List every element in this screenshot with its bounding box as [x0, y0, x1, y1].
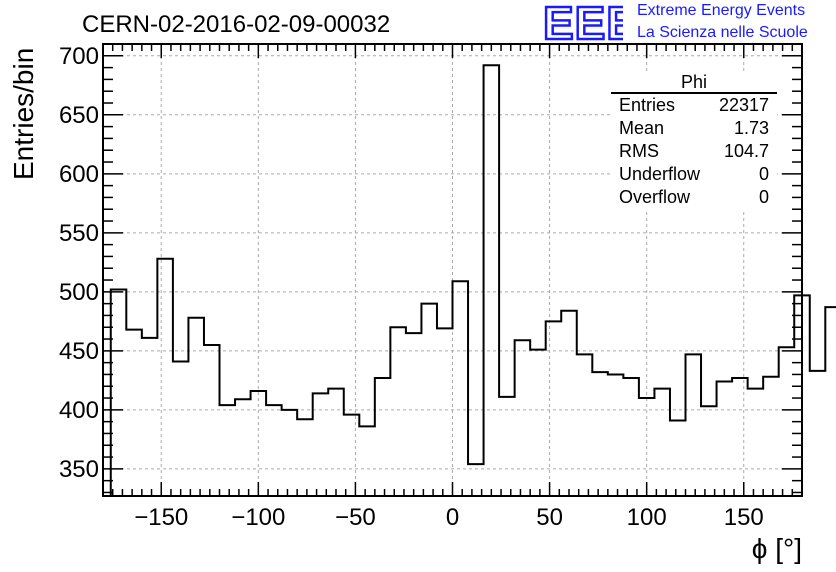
y-tick-label: 700 — [59, 43, 99, 70]
stats-row: Overflow 0 — [611, 186, 777, 209]
x-tick-label: 0 — [446, 504, 459, 531]
stats-box: Phi Entries 22317 Mean 1.73 RMS 104.7 Under… — [611, 72, 777, 209]
y-axis-label: Entries/bin — [8, 47, 39, 180]
stats-label: Entries — [619, 95, 676, 115]
x-tick-label: −50 — [335, 504, 376, 531]
y-tick-label: 400 — [59, 397, 99, 424]
y-tick-label: 550 — [59, 220, 99, 247]
stats-row: RMS 104.7 — [611, 140, 777, 163]
y-tick-label: 450 — [59, 338, 99, 365]
y-tick-label: 500 — [59, 279, 99, 306]
stats-value: 104.7 — [723, 141, 769, 161]
stats-label: Mean — [619, 118, 665, 138]
chart-title: CERN-02-2016-02-09-00032 — [82, 11, 391, 38]
stats-box-name: Phi — [611, 72, 777, 94]
org-name-line1: Extreme Energy Events — [637, 2, 806, 19]
stats-label: Overflow — [619, 187, 691, 207]
stats-value: 22317 — [718, 95, 769, 115]
stats-row: Mean 1.73 — [611, 117, 777, 140]
stats-value: 0 — [758, 187, 769, 207]
x-axis-label: ϕ [°] — [751, 533, 802, 564]
x-tick-label: 100 — [627, 504, 667, 531]
x-tick-label: 50 — [536, 504, 563, 531]
eee-logo: EEE — [543, 0, 623, 44]
stats-row: Entries 22317 — [611, 94, 777, 117]
y-tick-label: 650 — [59, 102, 99, 129]
stats-row: Underflow 0 — [611, 163, 777, 186]
stats-value: 0 — [758, 164, 769, 184]
axis-ticks — [103, 43, 802, 496]
x-tick-label: 150 — [724, 504, 764, 531]
eee-logo-text: EEE — [543, 0, 623, 44]
x-tick-label: −100 — [231, 504, 285, 531]
histogram-series — [109, 64, 836, 496]
axis-tick-labels: −150 −100 −50 0 50 100 150 350 400 450 500 550 600 65… — [59, 43, 764, 531]
y-tick-label: 600 — [59, 161, 99, 188]
stats-value: 1.73 — [733, 118, 769, 138]
y-tick-label: 350 — [59, 456, 99, 483]
x-tick-label: −150 — [134, 504, 188, 531]
stats-label: RMS — [619, 141, 659, 161]
stats-label: Underflow — [619, 164, 701, 184]
org-name-line2: La Scienza nelle Scuole — [637, 24, 808, 41]
